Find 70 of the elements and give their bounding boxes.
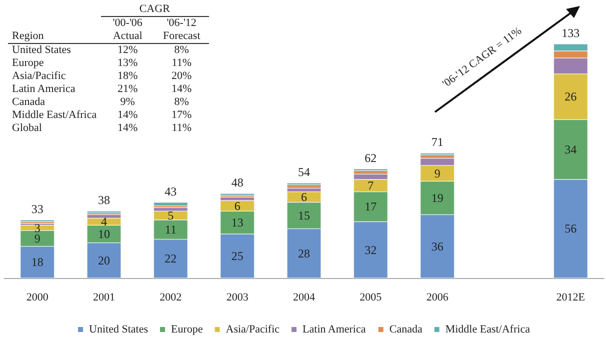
data-label: 6 [234,198,240,213]
data-label: 18 [31,255,44,270]
data-label: 9 [34,231,40,246]
legend-label: Europe [171,324,203,336]
x-tick-label: 2012E [556,292,586,304]
data-label: 19 [431,190,444,205]
annotation: 14% [116,109,139,122]
data-label: 15 [298,208,310,223]
annotation: 14% [116,122,139,135]
x-tick-label: 2000 [26,292,49,304]
annotation: Europe [11,57,45,70]
data-label: 20 [98,253,110,268]
legend-label: Latin America [302,324,366,336]
annotation: Latin America [11,83,76,96]
data-label: 25 [231,249,244,263]
text: '06-'12 Forecast [154,16,209,44]
annotation: 20% [170,70,193,83]
annotation: Asia/Pacific [11,70,67,83]
annotation: United States [11,44,72,57]
data-label: 13 [231,216,244,230]
text: '00-'06 Actual [100,16,155,44]
total-label: 62 [364,150,377,165]
annotation: 12% [116,44,139,57]
data-label: 26 [564,90,577,104]
annotation: 8% [173,44,190,57]
data-label: 6 [301,190,307,204]
total-label: 54 [298,164,310,179]
data-label: 32 [364,242,377,257]
total-label: 48 [231,176,244,190]
data-label: 28 [298,246,310,260]
data-label: 5 [168,208,174,223]
annotation: 13% [116,57,139,70]
annotation: Canada [11,96,46,109]
data-label: 11 [164,222,176,237]
total-label: 71 [431,135,444,150]
annotation: 9% [119,96,136,109]
annotation: 14% [170,83,193,96]
annotation: 21% [116,83,139,96]
legend-label: United States [89,324,148,336]
x-tick-label: 2003 [226,292,249,304]
total-label: 43 [164,184,177,198]
total-label: 33 [31,202,44,216]
annotation: 11% [170,122,192,135]
text: CAGR [100,3,209,16]
annotation: 17% [170,109,193,122]
annotation: Middle East/Africa [11,109,98,122]
legend-label: Asia/Pacific [226,324,280,336]
annotation: 11% [170,57,192,70]
legend-label: Canada [389,324,422,336]
data-label: 36 [431,239,444,254]
data-label: 22 [164,252,177,266]
data-label: 56 [564,222,577,236]
legend-label: Middle East/Africa [445,324,530,336]
total-label: 133 [562,26,580,40]
annotation: Global [11,122,43,135]
data-label: 4 [101,214,107,229]
x-tick-label: 2002 [160,292,182,304]
data-label: 9 [434,166,440,180]
data-label: 17 [364,200,377,214]
data-label: 7 [368,178,374,193]
annotation: 8% [173,96,190,109]
annotation: 18% [116,70,139,83]
data-label: 10 [98,227,110,241]
x-tick-label: 2005 [360,292,382,304]
x-tick-label: 2006 [426,292,449,304]
x-tick-label: 2004 [293,292,316,304]
text: Region [8,16,101,44]
data-label: 34 [564,142,577,157]
total-label: 38 [98,193,110,208]
x-tick-label: 2001 [93,292,115,304]
